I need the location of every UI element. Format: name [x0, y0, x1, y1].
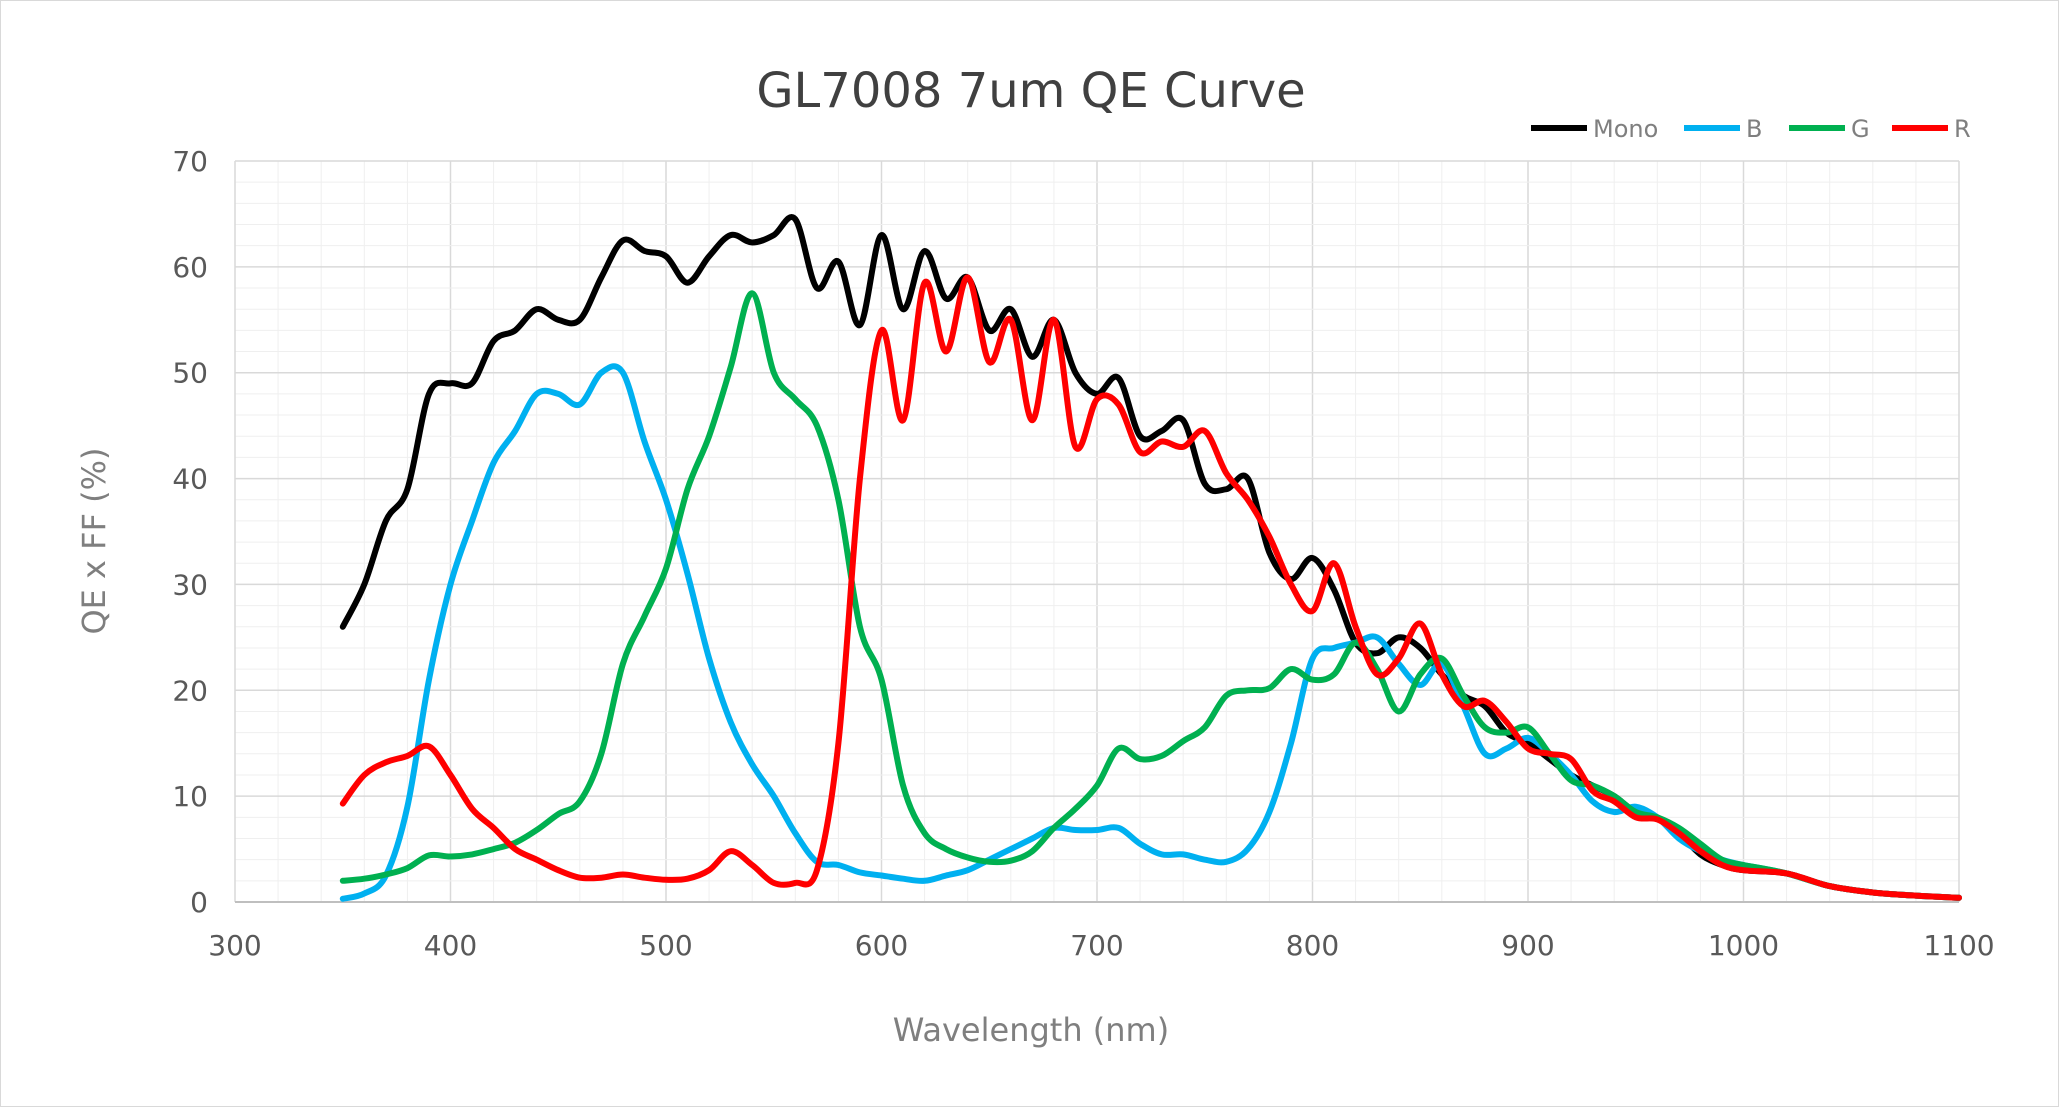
x-tick-label: 500 [639, 929, 692, 962]
x-tick-label: 1100 [1923, 929, 1994, 962]
legend-label-b: B [1746, 115, 1762, 143]
y-tick-label: 50 [172, 357, 208, 390]
legend: Mono B G R [1531, 115, 1971, 143]
x-tick-label: 300 [208, 929, 261, 962]
x-tick-labels: 300 400 500 600 700 800 900 1000 1100 [208, 929, 1994, 962]
legend-label-r: R [1954, 115, 1971, 143]
x-tick-label: 1000 [1708, 929, 1779, 962]
y-axis-label: QE x FF (%) [75, 447, 113, 634]
series-lines [339, 214, 1962, 902]
y-tick-labels: 0 10 20 30 40 50 60 70 [172, 145, 208, 919]
x-tick-label: 700 [1070, 929, 1123, 962]
x-axis-label: Wavelength (nm) [893, 1011, 1169, 1049]
legend-label-g: G [1851, 115, 1870, 143]
series-line-r [339, 274, 1962, 901]
x-tick-label: 400 [424, 929, 477, 962]
x-tick-label: 800 [1286, 929, 1339, 962]
y-tick-label: 30 [172, 568, 208, 601]
x-tick-label: 600 [855, 929, 908, 962]
gridlines [235, 161, 1959, 902]
chart-title: GL7008 7um QE Curve [756, 63, 1305, 119]
series-line-g [339, 290, 1962, 901]
series-line-b [339, 363, 1962, 902]
y-tick-label: 40 [172, 463, 208, 496]
legend-label-mono: Mono [1593, 115, 1658, 143]
axes [234, 160, 1960, 903]
y-tick-label: 0 [190, 886, 208, 919]
y-tick-label: 70 [172, 145, 208, 178]
y-tick-label: 60 [172, 251, 208, 284]
x-tick-label: 900 [1501, 929, 1554, 962]
y-tick-label: 20 [172, 674, 208, 707]
y-tick-label: 10 [172, 780, 208, 813]
